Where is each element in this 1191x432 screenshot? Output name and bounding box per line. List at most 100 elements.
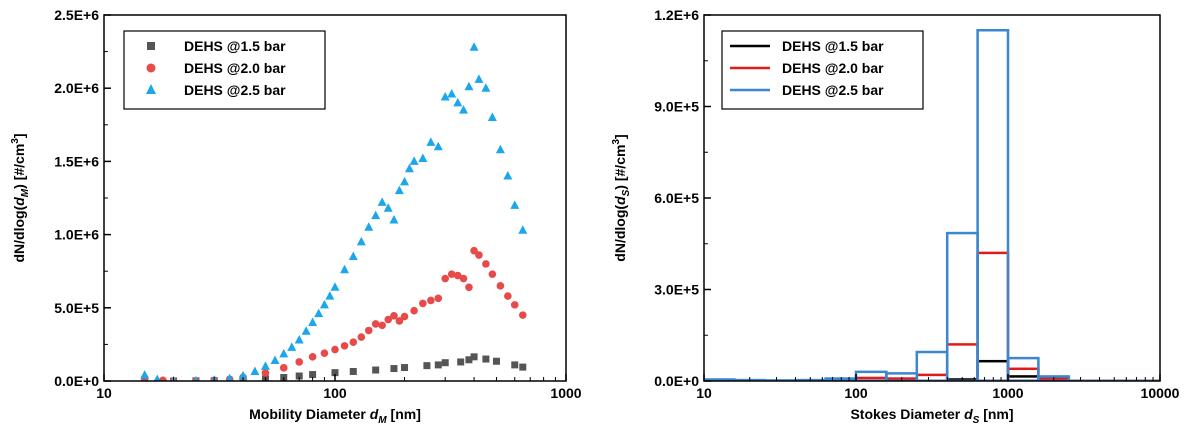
- data-point: [401, 364, 408, 371]
- data-point: [460, 275, 468, 283]
- data-point: [372, 367, 379, 374]
- legend-label: DEHS @2.0 bar: [184, 60, 286, 76]
- data-point: [418, 153, 427, 162]
- y-tick-label: 2.0E+6: [54, 80, 99, 96]
- data-point: [482, 356, 489, 363]
- data-point: [475, 251, 483, 259]
- histogram-bar: [947, 233, 977, 381]
- y-tick-label: 6.0E+5: [654, 190, 699, 206]
- data-point: [518, 225, 527, 234]
- data-point: [349, 338, 357, 346]
- x-axis-label: Mobility Diameter dM [nm]: [249, 406, 421, 426]
- data-point: [287, 342, 296, 351]
- legend-marker: [147, 42, 155, 50]
- legend-label: DEHS @2.0 bar: [782, 60, 884, 76]
- data-point: [364, 222, 373, 231]
- y-tick-label: 1.0E+6: [54, 227, 99, 243]
- y-axis-label: dN/dlog(dM) [#/cm3]: [10, 133, 31, 262]
- data-point: [465, 284, 473, 292]
- data-point: [320, 300, 329, 309]
- histogram-bar: [1008, 369, 1038, 381]
- legend-label: DEHS @1.5 bar: [184, 38, 286, 54]
- y-tick-label: 5.0E+5: [54, 300, 99, 316]
- data-point: [295, 358, 303, 366]
- y-axis-label: dN/dlog(dS) [#/cm3]: [611, 134, 632, 261]
- data-point: [459, 105, 468, 114]
- data-point: [378, 322, 386, 330]
- legend: DEHS @1.5 bar DEHS @2.0 bar DEHS @2.5 bar: [124, 31, 325, 109]
- data-point: [308, 317, 317, 326]
- data-point: [365, 327, 373, 335]
- data-point: [457, 358, 464, 365]
- data-point: [519, 364, 526, 371]
- data-point: [511, 361, 518, 368]
- data-point: [325, 291, 334, 300]
- data-point: [340, 265, 349, 274]
- y-tick-label: 3.0E+5: [654, 282, 699, 298]
- data-point: [471, 353, 478, 360]
- y-tick-label: 0.0E+0: [654, 373, 699, 389]
- histogram-bar: [978, 30, 1008, 381]
- data-point: [419, 300, 427, 308]
- data-point: [426, 137, 435, 146]
- data-point: [390, 365, 397, 372]
- y-tick-label: 2.5E+6: [54, 7, 99, 23]
- legend-label: DEHS @2.5 bar: [782, 82, 884, 98]
- data-point: [262, 369, 270, 377]
- data-point: [481, 83, 490, 92]
- series-1: [704, 361, 1160, 381]
- data-point: [309, 353, 317, 361]
- data-point: [389, 215, 398, 224]
- data-point: [350, 368, 357, 375]
- x-axis-label: Stokes Diameter dS [nm]: [850, 406, 1013, 426]
- data-point: [331, 282, 340, 291]
- data-point: [314, 309, 323, 318]
- data-point: [410, 156, 419, 165]
- data-point: [410, 307, 418, 315]
- x-tick-label: 100: [844, 385, 868, 401]
- left-chart-mobility-diameter: 10 100 10000.0E+05.0E+51.0E+61.5E+62.0E+62…: [10, 7, 582, 426]
- legend-marker: [147, 64, 156, 73]
- data-point: [441, 275, 449, 283]
- legend: DEHS @1.5 bar DEHS @2.0 bar DEHS @2.5 bar: [722, 31, 923, 109]
- data-point: [493, 358, 500, 365]
- data-point: [279, 349, 288, 358]
- data-point: [331, 346, 339, 354]
- data-point: [295, 335, 304, 344]
- data-point: [434, 142, 443, 151]
- data-point: [474, 74, 483, 83]
- data-point: [371, 211, 380, 220]
- data-point: [378, 197, 387, 206]
- data-point: [405, 164, 414, 173]
- histogram-bar: [856, 372, 886, 381]
- data-point: [280, 364, 288, 372]
- x-tick-label: 1000: [992, 385, 1023, 401]
- data-point: [302, 326, 311, 335]
- data-point: [140, 370, 149, 379]
- data-point: [504, 292, 512, 300]
- data-point: [395, 186, 404, 195]
- data-point: [496, 145, 505, 154]
- data-point: [488, 112, 497, 121]
- data-point: [503, 171, 512, 180]
- data-point: [427, 297, 435, 305]
- data-point: [489, 270, 497, 278]
- right-chart-stokes-diameter: 10 100 1000 100000.0E+03.0E+56.0E+59.0E+51.…: [611, 7, 1180, 426]
- data-point: [261, 361, 270, 370]
- x-tick-label: 1000: [550, 385, 581, 401]
- data-point: [510, 200, 519, 209]
- legend-label: DEHS @1.5 bar: [782, 38, 884, 54]
- data-point: [442, 359, 449, 366]
- data-point: [447, 89, 456, 98]
- x-tick-label: 10000: [1141, 385, 1180, 401]
- histogram-bar: [917, 352, 947, 381]
- data-point: [464, 82, 473, 91]
- data-point: [401, 313, 409, 321]
- data-point: [423, 362, 430, 369]
- data-point: [341, 342, 349, 350]
- data-point: [470, 42, 479, 51]
- data-point: [497, 282, 505, 290]
- data-point: [400, 177, 409, 186]
- y-tick-label: 1.2E+6: [654, 7, 699, 23]
